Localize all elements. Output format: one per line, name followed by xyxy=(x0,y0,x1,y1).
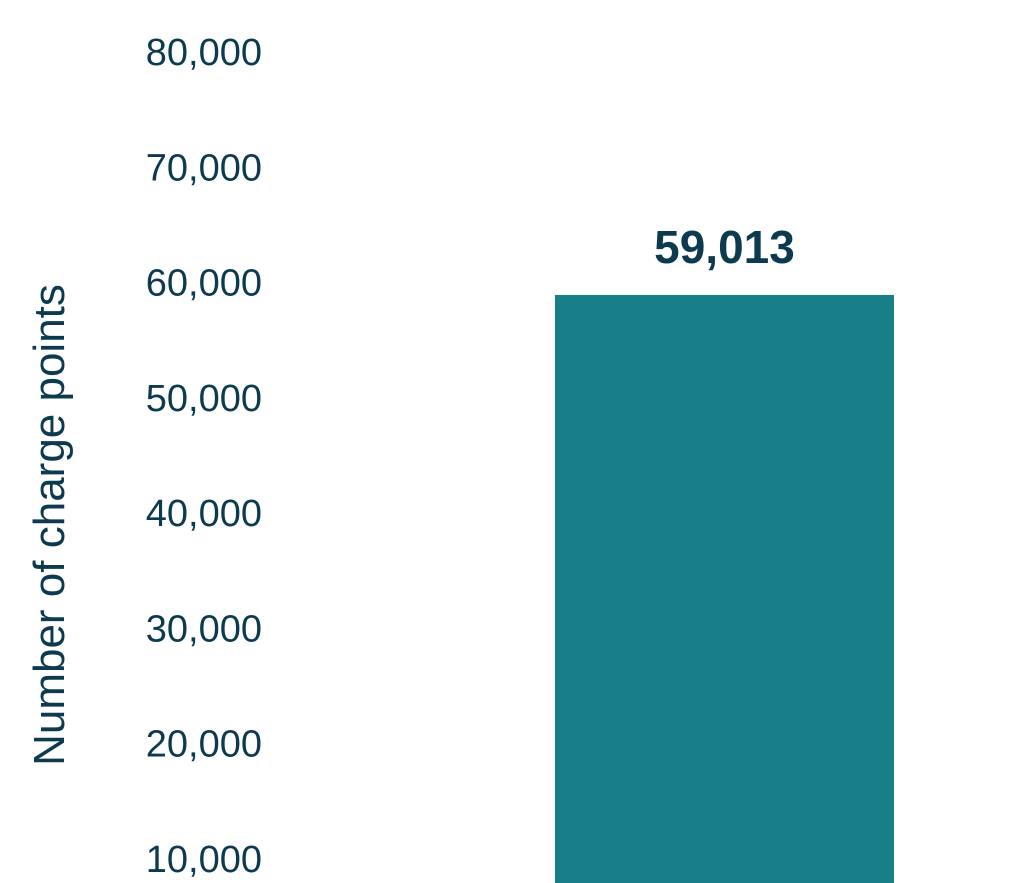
bar-value-labels: 59,013 xyxy=(654,221,795,273)
y-tick-label: 30,000 xyxy=(146,608,262,650)
y-tick-label: 50,000 xyxy=(146,378,262,420)
y-tick-label: 80,000 xyxy=(146,32,262,74)
bar xyxy=(555,294,894,883)
y-axis-label: Number of charge points xyxy=(25,284,74,766)
y-tick-label: 40,000 xyxy=(146,493,262,535)
y-tick-label: 20,000 xyxy=(146,724,262,766)
y-tick-label: 60,000 xyxy=(146,263,262,305)
bar-value-label: 59,013 xyxy=(654,221,795,273)
y-tick-label: 70,000 xyxy=(146,147,262,189)
y-axis-ticks: 10,000 20,000 30,000 40,000 50,000 60,000 70,0… xyxy=(146,32,262,881)
y-tick-label: 10,000 xyxy=(146,839,262,881)
bars xyxy=(555,294,894,883)
